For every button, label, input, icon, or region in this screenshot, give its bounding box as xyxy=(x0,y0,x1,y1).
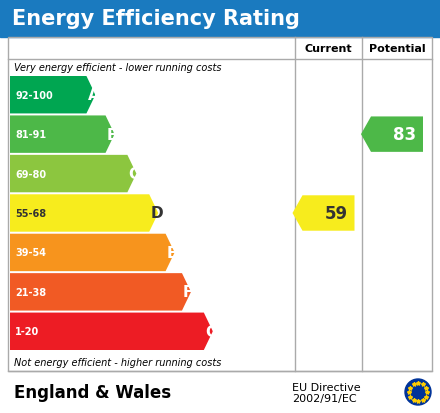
Text: A: A xyxy=(88,88,99,103)
Bar xyxy=(8,38,432,371)
Text: 55-68: 55-68 xyxy=(15,209,46,218)
Text: Not energy efficient - higher running costs: Not energy efficient - higher running co… xyxy=(14,357,221,367)
Text: G: G xyxy=(205,324,217,339)
Text: 81-91: 81-91 xyxy=(15,130,46,140)
Text: Current: Current xyxy=(304,44,352,54)
Polygon shape xyxy=(361,117,423,152)
Polygon shape xyxy=(10,273,191,311)
Text: 2002/91/EC: 2002/91/EC xyxy=(292,393,357,403)
Text: C: C xyxy=(128,167,139,182)
Text: 21-38: 21-38 xyxy=(15,287,46,297)
Text: F: F xyxy=(183,285,193,300)
Text: E: E xyxy=(167,245,177,260)
Text: England & Wales: England & Wales xyxy=(14,383,171,401)
Polygon shape xyxy=(293,196,355,231)
Text: 69-80: 69-80 xyxy=(15,169,46,179)
Text: Energy Efficiency Rating: Energy Efficiency Rating xyxy=(12,9,300,29)
Circle shape xyxy=(405,379,431,405)
Text: 83: 83 xyxy=(393,126,417,144)
Polygon shape xyxy=(10,313,213,350)
Text: 92-100: 92-100 xyxy=(15,90,53,100)
Text: B: B xyxy=(106,127,118,142)
Polygon shape xyxy=(10,155,136,193)
Text: Potential: Potential xyxy=(369,44,425,54)
Polygon shape xyxy=(10,116,114,154)
Polygon shape xyxy=(10,77,95,114)
Polygon shape xyxy=(10,195,158,232)
Polygon shape xyxy=(10,234,175,271)
Text: D: D xyxy=(150,206,163,221)
Text: 39-54: 39-54 xyxy=(15,248,46,258)
Text: 59: 59 xyxy=(325,204,348,223)
Text: EU Directive: EU Directive xyxy=(292,382,361,392)
Text: Very energy efficient - lower running costs: Very energy efficient - lower running co… xyxy=(14,63,221,73)
Text: 1-20: 1-20 xyxy=(15,327,39,337)
Bar xyxy=(0,0,440,38)
